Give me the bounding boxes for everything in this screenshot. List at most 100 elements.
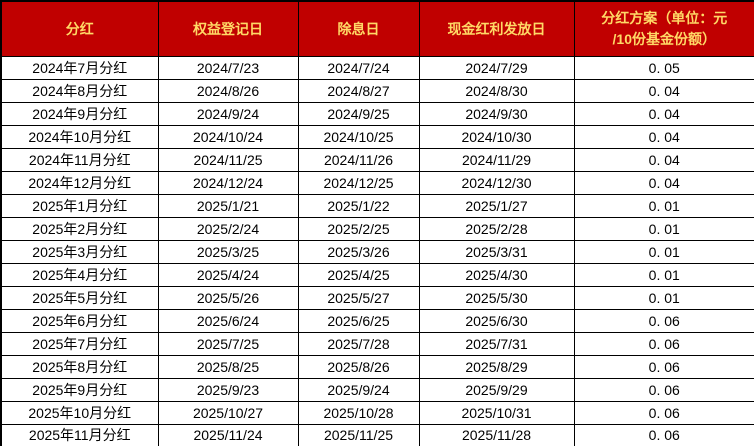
table-row: 2025年2月分红 2025/2/24 2025/2/25 2025/2/28 0. 0… [0, 216, 754, 241]
table-cell: 2025/8/25 [157, 354, 299, 379]
table-cell: 0. 06 [573, 331, 754, 356]
table-cell: 2025/4/30 [418, 262, 575, 287]
table-cell: 2025/3/31 [418, 239, 575, 264]
table-cell: 0. 06 [573, 308, 754, 333]
table-cell: 2025/8/26 [297, 354, 420, 379]
table-row: 2025年4月分红 2025/4/24 2025/4/25 2025/4/30 0. 0… [0, 262, 754, 287]
table-cell: 2025/4/25 [297, 262, 420, 287]
table-row: 2025年8月分红 2025/8/25 2025/8/26 2025/8/29 0. 0… [0, 354, 754, 379]
table-cell: 2024/7/23 [157, 55, 299, 80]
table-cell: 2025/6/24 [157, 308, 299, 333]
table-cell: 2025/10/27 [157, 400, 299, 425]
column-header-5: 分红方案（单位：元 /10份基金份额） [573, 0, 754, 57]
table-row: 2025年11月分红 2025/11/24 2025/11/25 2025/11/28… [0, 423, 754, 446]
table-cell: 2025年5月分红 [0, 285, 159, 310]
column-header-1: 分红 [0, 0, 159, 57]
table-cell: 0. 04 [573, 170, 754, 195]
table-cell: 2025/3/26 [297, 239, 420, 264]
table-row: 2025年1月分红 2025/1/21 2025/1/22 2025/1/27 0. 0… [0, 193, 754, 218]
table-cell: 2025/7/25 [157, 331, 299, 356]
table-cell: 2025年8月分红 [0, 354, 159, 379]
table-cell: 2025/7/31 [418, 331, 575, 356]
table-cell: 2024/10/25 [297, 124, 420, 149]
table-cell: 2025/10/28 [297, 400, 420, 425]
table-cell: 2025/2/24 [157, 216, 299, 241]
table-row: 2024年7月分红 2024/7/23 2024/7/24 2024/7/29 0. 0… [0, 55, 754, 80]
table-cell: 2025/4/24 [157, 262, 299, 287]
table-header-row: 分红 权益登记日 除息日 现金红利发放日 分红方案（单位：元 /10份基金份额） [0, 0, 754, 57]
table-cell: 2025年9月分红 [0, 377, 159, 402]
table-cell: 2025/1/27 [418, 193, 575, 218]
table-cell: 2024/9/25 [297, 101, 420, 126]
table-cell: 2025/1/21 [157, 193, 299, 218]
table-cell: 2025年11月分红 [0, 423, 159, 446]
table-cell: 2024年7月分红 [0, 55, 159, 80]
column-header-3: 除息日 [297, 0, 420, 57]
table-row: 2025年3月分红 2025/3/25 2025/3/26 2025/3/31 0. 0… [0, 239, 754, 264]
table-cell: 2024/9/30 [418, 101, 575, 126]
table-cell: 2024/7/24 [297, 55, 420, 80]
table-cell: 2025/5/27 [297, 285, 420, 310]
table-cell: 2025年1月分红 [0, 193, 159, 218]
table-cell: 2025/9/24 [297, 377, 420, 402]
table-cell: 0. 04 [573, 124, 754, 149]
table-cell: 2024年8月分红 [0, 78, 159, 103]
table-row: 2025年5月分红 2025/5/26 2025/5/27 2025/5/30 0. 0… [0, 285, 754, 310]
table-cell: 2024/8/30 [418, 78, 575, 103]
table-header: 分红 权益登记日 除息日 现金红利发放日 分红方案（单位：元 /10份基金份额） [0, 0, 754, 57]
table-cell: 2025年3月分红 [0, 239, 159, 264]
table-cell: 0. 05 [573, 55, 754, 80]
table-cell: 2024/8/27 [297, 78, 420, 103]
table-cell: 2024/7/29 [418, 55, 575, 80]
table-row: 2025年7月分红 2025/7/25 2025/7/28 2025/7/31 0. 0… [0, 331, 754, 356]
table-row: 2024年11月分红 2024/11/25 2024/11/26 2024/11/29… [0, 147, 754, 172]
table-cell: 0. 06 [573, 354, 754, 379]
table-cell: 2025年7月分红 [0, 331, 159, 356]
table-cell: 2024/10/30 [418, 124, 575, 149]
table-cell: 2025/6/25 [297, 308, 420, 333]
table-cell: 2025/9/29 [418, 377, 575, 402]
table-cell: 0. 01 [573, 216, 754, 241]
table-row: 2024年9月分红 2024/9/24 2024/9/25 2024/9/30 0. 0… [0, 101, 754, 126]
table-cell: 0. 06 [573, 400, 754, 425]
table-cell: 2024/8/26 [157, 78, 299, 103]
table-cell: 2025/9/23 [157, 377, 299, 402]
table-cell: 2024年9月分红 [0, 101, 159, 126]
column-header-2: 权益登记日 [157, 0, 299, 57]
table-cell: 2025/5/26 [157, 285, 299, 310]
table-body: 2024年7月分红 2024/7/23 2024/7/24 2024/7/29 0. 0… [0, 55, 754, 446]
table-cell: 2025年2月分红 [0, 216, 159, 241]
table-cell: 2025年6月分红 [0, 308, 159, 333]
table-cell: 2025/2/28 [418, 216, 575, 241]
table-cell: 2025/11/28 [418, 423, 575, 446]
table-cell: 0. 01 [573, 239, 754, 264]
table-cell: 0. 04 [573, 147, 754, 172]
table-cell: 2025/1/22 [297, 193, 420, 218]
table-cell: 2025/5/30 [418, 285, 575, 310]
table-cell: 2025/11/25 [297, 423, 420, 446]
table-cell: 0. 01 [573, 285, 754, 310]
table-cell: 0. 01 [573, 193, 754, 218]
table-row: 2025年6月分红 2025/6/24 2025/6/25 2025/6/30 0. 0… [0, 308, 754, 333]
table-cell: 2024年10月分红 [0, 124, 159, 149]
table-cell: 0. 04 [573, 101, 754, 126]
table-cell: 2025/7/28 [297, 331, 420, 356]
table-cell: 0. 04 [573, 78, 754, 103]
table-row: 2024年12月分红 2024/12/24 2024/12/25 2024/12/30… [0, 170, 754, 195]
table-cell: 2025/6/30 [418, 308, 575, 333]
table-cell: 2024年12月分红 [0, 170, 159, 195]
table-cell: 2025/2/25 [297, 216, 420, 241]
table-cell: 2024/12/25 [297, 170, 420, 195]
table-cell: 2024/9/24 [157, 101, 299, 126]
table-row: 2024年8月分红 2024/8/26 2024/8/27 2024/8/30 0. 0… [0, 78, 754, 103]
table-cell: 2025年4月分红 [0, 262, 159, 287]
table-cell: 2024/12/24 [157, 170, 299, 195]
table-cell: 2025/10/31 [418, 400, 575, 425]
table-cell: 2025/3/25 [157, 239, 299, 264]
table-cell: 2025/11/24 [157, 423, 299, 446]
table-cell: 2024/10/24 [157, 124, 299, 149]
table-cell: 2024年11月分红 [0, 147, 159, 172]
table-cell: 0. 06 [573, 377, 754, 402]
column-header-4: 现金红利发放日 [418, 0, 575, 57]
